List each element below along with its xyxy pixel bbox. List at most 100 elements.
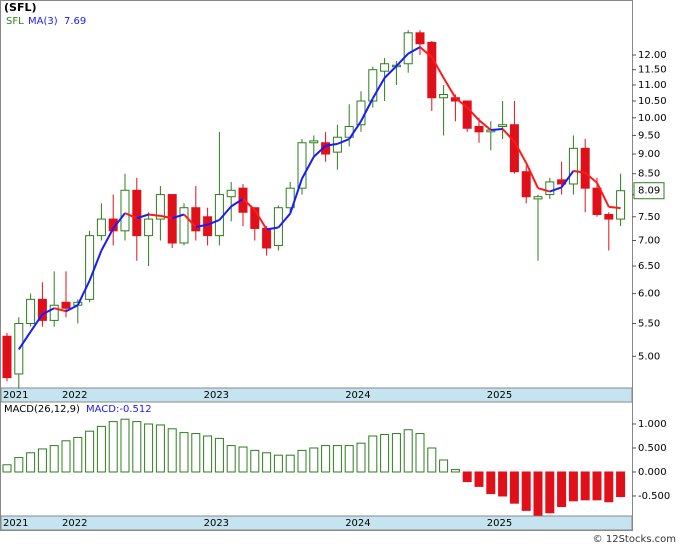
macd-bar [73,436,83,473]
x-tick-label: 2021 [3,518,28,529]
legend-symbol: SFL [6,16,24,27]
ma-segment [325,142,338,147]
macd-value: MACD:-0.512 [86,404,152,415]
candle-body [462,100,472,129]
ma-segment [76,280,91,306]
candle-body [61,301,71,309]
candle-body [26,298,36,325]
candle-body [545,181,555,196]
macd-bar [144,423,154,473]
y-tick-label: 7.50 [638,212,660,223]
ma-segment [160,214,173,220]
y-tick-label: -0.500 [638,491,670,502]
ma-segment [549,186,562,193]
macd-bar [26,452,36,473]
macd-bar [108,421,118,473]
y-tick-label: 11.50 [638,65,667,76]
macd-bar [179,432,189,473]
candle-body [474,125,484,133]
macd-bar [545,471,555,514]
macd-bar [344,445,354,473]
x-tick-label: 2025 [487,390,512,401]
footer: © 12Stocks.com [593,534,676,545]
ma-segment [395,52,409,67]
y-tick-label: 6.50 [638,261,660,272]
candle-body [49,304,59,321]
y-tick-label: 10.00 [638,113,667,124]
macd-bar [250,449,260,473]
ma-segment [183,213,197,228]
macd-bar [49,445,59,473]
candle-body [96,218,106,237]
macd-bar [533,471,543,516]
candle-body [439,94,449,99]
ma-segment [218,205,232,221]
macd-bar [521,471,531,511]
ma-segment [513,141,528,164]
macd-bar [450,469,460,473]
macd-bar [380,434,390,473]
macd-bar [616,471,626,498]
candle-body [592,187,602,215]
y-tick-label: 11.00 [638,80,667,91]
ma-segment [53,307,67,313]
ma-segment [313,144,327,158]
macd-bar [321,445,331,473]
ma-segment [195,223,208,229]
macd-bar [309,447,319,473]
y-tick-label: 9.00 [638,149,660,160]
candle-body [155,194,165,220]
ma-segment [136,213,149,220]
legend-ma: MA(3) [28,16,58,27]
y-tick-label: 12.00 [638,50,667,61]
x-tick-label: 2022 [62,390,87,401]
macd-bar [273,454,283,473]
last-price-box [633,182,665,200]
macd-bar [403,429,413,473]
macd-bar [580,471,590,501]
y-tick-label: 5.50 [638,319,660,330]
x-tick-label: 2024 [345,390,370,401]
ma-segment [430,56,445,79]
candle-body [144,218,154,237]
ma-segment [419,46,433,58]
candle-body [568,147,578,185]
candle-body [262,227,272,249]
macd-bar [462,471,472,483]
ma-segment [454,96,468,109]
macd-bar [557,471,567,508]
ma-segment [490,127,503,132]
macd-bar [285,454,295,473]
date-strip [0,515,633,531]
x-tick-label: 2021 [3,390,28,401]
macd-bar [14,457,24,473]
ma-segment [148,213,161,217]
macd-bar [486,471,496,495]
ma-segment [478,119,492,131]
candle-body [580,147,590,189]
y-tick-label: 5.00 [638,351,660,362]
candle-body [37,298,47,321]
candle-body [85,235,95,300]
macd-bar [155,424,165,473]
last-price: 8.09 [638,186,660,197]
candle-body [616,190,626,220]
macd-bar [297,449,307,473]
ma-segment [360,97,374,122]
symbol-title: (SFL) [4,1,37,14]
candle-body [427,41,437,99]
y-tick-label: 0.500 [638,443,667,454]
ma-segment [100,227,115,251]
macd-bar [356,442,366,473]
ma-segment [29,313,44,333]
ma-segment [501,128,516,143]
macd-bar [604,471,614,503]
ma-segment [17,331,32,351]
legend-ma-value: 7.69 [64,16,86,27]
ma-segment [525,162,539,189]
ma-segment [466,106,480,121]
macd-bar [498,471,508,497]
ma-segment [573,169,586,174]
x-tick-label: 2025 [487,518,512,529]
macd-bar [568,471,578,502]
